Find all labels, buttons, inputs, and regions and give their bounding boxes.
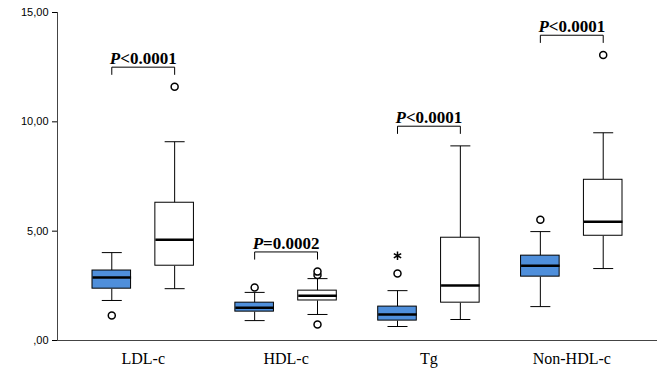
- svg-text:P=0.0002: P=0.0002: [252, 234, 320, 253]
- svg-text:P<0.0001: P<0.0001: [395, 108, 463, 127]
- svg-text:10,00: 10,00: [21, 115, 49, 127]
- svg-text:LDL-c: LDL-c: [121, 350, 165, 367]
- svg-text:P<0.0001: P<0.0001: [109, 49, 177, 68]
- svg-text:,00: ,00: [33, 334, 48, 346]
- svg-text:15,00: 15,00: [21, 6, 49, 18]
- svg-text:P<0.0001: P<0.0001: [537, 17, 605, 36]
- svg-text:Non-HDL-c: Non-HDL-c: [533, 350, 611, 367]
- svg-text:5,00: 5,00: [27, 225, 48, 237]
- svg-text:HDL-c: HDL-c: [263, 350, 308, 367]
- svg-text:Tg: Tg: [420, 350, 438, 368]
